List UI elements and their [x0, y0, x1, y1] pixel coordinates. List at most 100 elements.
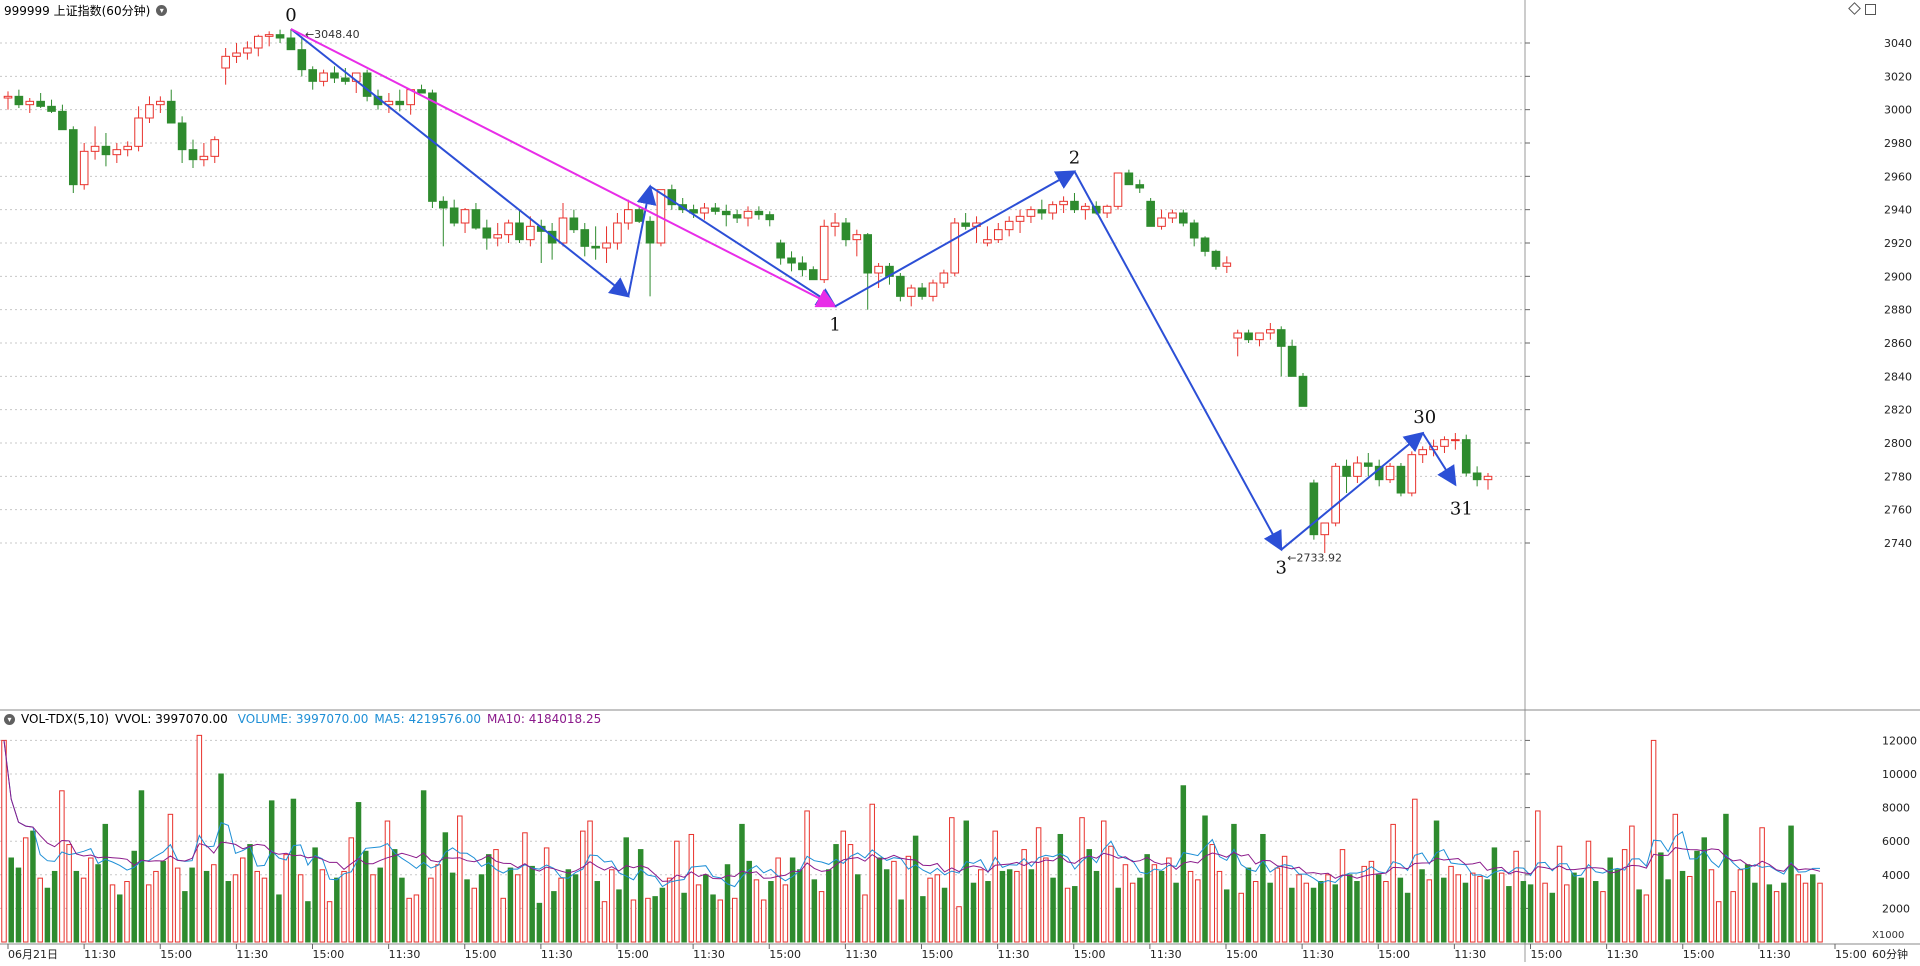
volume-bar [1448, 865, 1454, 943]
volume-bar [1426, 879, 1433, 943]
volume-bar [941, 887, 948, 943]
volume-bar [1310, 887, 1317, 943]
volume-bar [131, 850, 137, 943]
volume-bar [565, 869, 572, 943]
vol-indicator: VOL-TDX(5,10) [21, 712, 110, 726]
volume-bar [8, 857, 14, 943]
volume-bar [826, 869, 832, 943]
wave-label-30: 30 [1413, 407, 1436, 428]
candle-body [1222, 262, 1232, 267]
volume-bar [363, 850, 369, 943]
volume-bar [1802, 882, 1809, 943]
price-tick-label: 3000 [1884, 104, 1912, 117]
candle-body [199, 155, 209, 161]
volume-bar [189, 867, 195, 943]
candle-body [623, 209, 633, 224]
volume-bar [1513, 850, 1519, 943]
candle-body [1266, 329, 1275, 334]
volume-bar [464, 879, 470, 943]
diamond-icon[interactable] [1848, 2, 1861, 15]
candle-body [1353, 462, 1362, 477]
volume-bar [1180, 785, 1187, 943]
ma10-value: MA10: 4184018.25 [487, 712, 602, 726]
volume-bar [789, 857, 796, 943]
volume-bar [435, 864, 441, 943]
volume-bar [1202, 815, 1208, 943]
candle-body [145, 104, 154, 119]
candle-body [1157, 217, 1166, 227]
volume-bar [1788, 825, 1794, 943]
volume-bar [601, 901, 608, 943]
volume-bar [1375, 874, 1382, 943]
panel-toggle-icon[interactable] [1865, 4, 1876, 15]
candle-body [90, 145, 100, 152]
candle-body [983, 239, 992, 244]
time-label: 15:00 [1378, 948, 1410, 961]
volume-bar [102, 823, 109, 943]
volume-bar [1723, 813, 1729, 943]
candle-body [1451, 439, 1460, 442]
volume-bar [1607, 857, 1613, 943]
volume-bar [659, 887, 666, 943]
volume-bar [768, 881, 774, 943]
price-chart[interactable]: 3040302030002980296029402920290028802860… [0, 0, 1920, 712]
volume-bar [1245, 867, 1252, 943]
volume-bar [1144, 854, 1150, 943]
volume-bar [1621, 849, 1628, 943]
price-tick-label: 2900 [1884, 270, 1912, 283]
candle-body [950, 222, 960, 274]
high-price-label: ←3048.40 [305, 28, 360, 41]
volume-bar [1404, 892, 1411, 943]
candle-body [438, 200, 448, 209]
candle-body [449, 207, 459, 224]
time-label: 11:30 [693, 948, 725, 961]
volume-bar [970, 882, 977, 943]
volume-bar [1441, 877, 1447, 943]
volume-bar [145, 884, 152, 943]
chevron-down-icon[interactable]: ▾ [156, 5, 168, 16]
wave-line [627, 184, 657, 297]
candle-body [1287, 345, 1297, 377]
volume-bar [854, 874, 861, 943]
window-controls [1848, 2, 1876, 15]
time-label: 15:00 [922, 948, 954, 961]
volume-bar [977, 869, 984, 943]
volume-bar [1339, 849, 1346, 943]
volume-bar [551, 891, 557, 943]
candle-body [830, 222, 840, 227]
time-label: 11:30 [1607, 948, 1639, 961]
volume-bar [1687, 875, 1693, 943]
candle-body [1189, 222, 1199, 239]
time-label: 11:30 [1302, 948, 1334, 961]
candle-body [1135, 184, 1145, 189]
volume-bar [1694, 850, 1700, 943]
volume-bar [1086, 849, 1093, 943]
volume-bar [406, 897, 412, 943]
volume-bar [522, 832, 528, 943]
volume-bar [1715, 901, 1722, 943]
candle-body [3, 95, 13, 99]
volume-bar [869, 803, 875, 943]
chevron-down-icon[interactable]: ▾ [4, 713, 15, 725]
volume-bar [297, 874, 304, 943]
volume-bar [370, 874, 376, 943]
volume-bar [1006, 869, 1013, 943]
candle-body [1233, 332, 1243, 339]
volume-bar [739, 823, 745, 943]
volume-bar [717, 899, 724, 943]
candle-body [852, 234, 862, 241]
volume-bar [731, 897, 738, 943]
volume-bar [1093, 870, 1100, 943]
volume-bar [1585, 840, 1592, 943]
candle-body [221, 55, 230, 69]
volume-chart[interactable]: 12000 10000 8000 6000 4000 2000 X1000 06月21日 11:… [0, 712, 1920, 962]
price-chart-panel[interactable]: 3040 3020 3000 2980 2960 2940 2920 2900 2880 2860… [0, 0, 1920, 712]
volume-bar [1397, 877, 1404, 943]
candle-body [1440, 439, 1449, 447]
volume-bar [22, 837, 29, 943]
candle-body [188, 149, 198, 161]
volume-chart-panel[interactable]: 12000 10000 8000 6000 4000 2000 X1000 06月21日 11:… [0, 712, 1920, 962]
volume-bar [305, 901, 311, 943]
candle-body [634, 209, 644, 222]
candle-body [787, 257, 796, 264]
